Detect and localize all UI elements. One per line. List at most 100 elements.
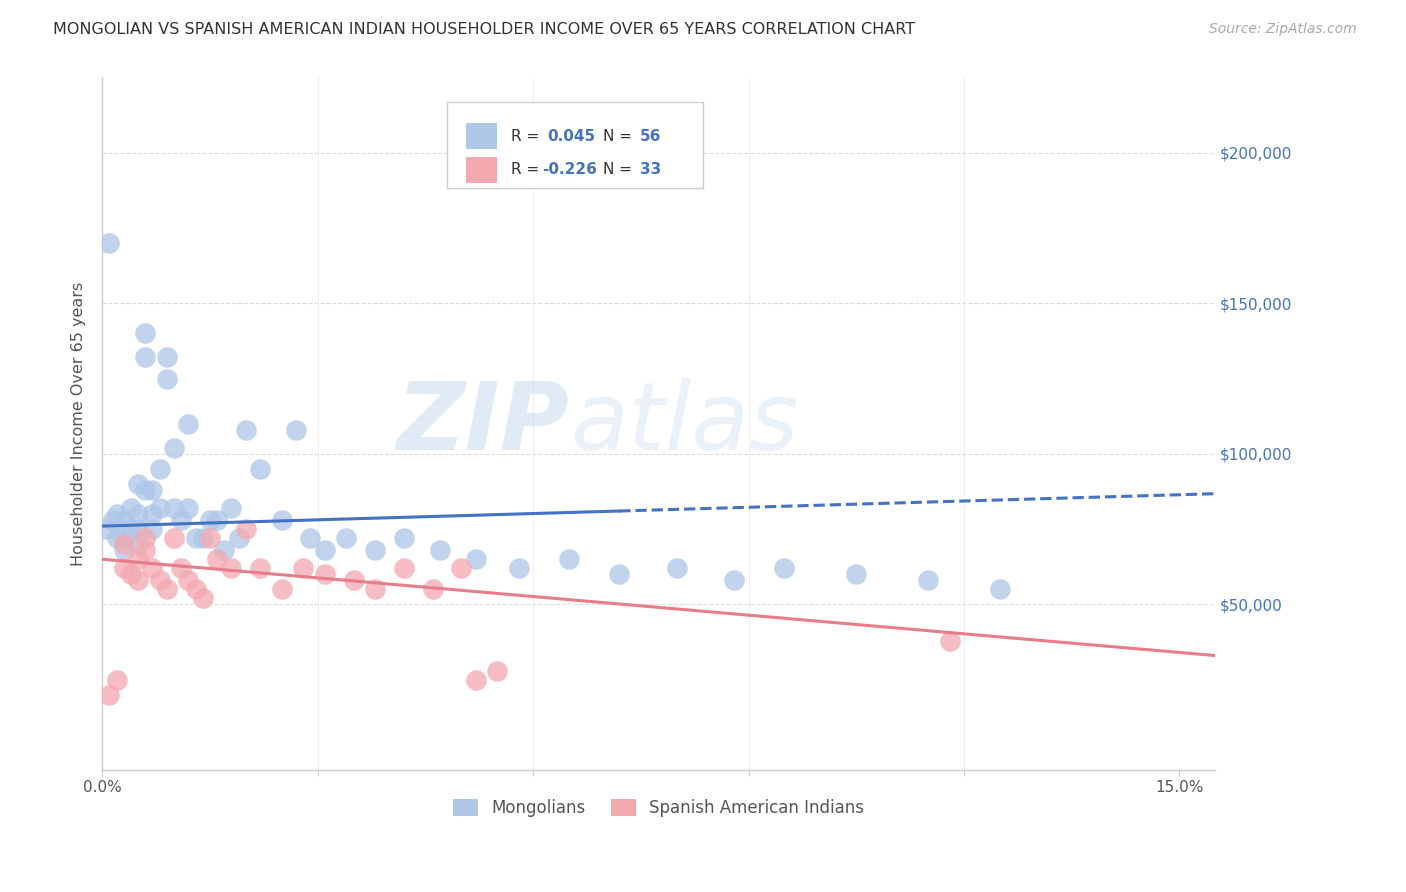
Point	[149, 574, 172, 588]
Point	[249, 462, 271, 476]
Point	[392, 561, 415, 575]
Point	[335, 531, 357, 545]
FancyBboxPatch shape	[467, 123, 498, 150]
Point	[314, 567, 336, 582]
Point	[221, 501, 243, 516]
Point	[917, 574, 939, 588]
Point	[156, 351, 179, 365]
Point	[845, 567, 868, 582]
Point	[134, 351, 156, 365]
Point	[149, 501, 172, 516]
Point	[464, 673, 486, 687]
Point	[723, 574, 745, 588]
Point	[134, 543, 156, 558]
Point	[508, 561, 530, 575]
Y-axis label: Householder Income Over 65 years: Householder Income Over 65 years	[72, 282, 86, 566]
Point	[112, 543, 135, 558]
Text: MONGOLIAN VS SPANISH AMERICAN INDIAN HOUSEHOLDER INCOME OVER 65 YEARS CORRELATIO: MONGOLIAN VS SPANISH AMERICAN INDIAN HOU…	[53, 22, 915, 37]
Point	[120, 501, 142, 516]
Point	[938, 633, 960, 648]
Point	[112, 537, 135, 551]
Point	[270, 582, 292, 597]
Point	[205, 552, 228, 566]
Point	[486, 664, 509, 678]
Point	[112, 531, 135, 545]
Point	[141, 507, 163, 521]
Point	[141, 483, 163, 497]
Legend: Mongolians, Spanish American Indians: Mongolians, Spanish American Indians	[447, 792, 870, 824]
Point	[235, 423, 257, 437]
Point	[184, 582, 207, 597]
Point	[292, 561, 315, 575]
Point	[170, 561, 193, 575]
Point	[163, 501, 186, 516]
Point	[773, 561, 796, 575]
Point	[235, 522, 257, 536]
Point	[134, 531, 156, 545]
Point	[127, 522, 149, 536]
Point	[342, 574, 364, 588]
Text: 56: 56	[640, 128, 661, 144]
Text: ZIP: ZIP	[396, 377, 569, 470]
Point	[314, 543, 336, 558]
Point	[285, 423, 308, 437]
Point	[127, 537, 149, 551]
Point	[364, 543, 387, 558]
Text: Source: ZipAtlas.com: Source: ZipAtlas.com	[1209, 22, 1357, 37]
Point	[141, 522, 163, 536]
Point	[270, 513, 292, 527]
Point	[170, 513, 193, 527]
Point	[134, 326, 156, 341]
Point	[422, 582, 444, 597]
Point	[607, 567, 630, 582]
Point	[392, 531, 415, 545]
Point	[364, 582, 387, 597]
Point	[141, 561, 163, 575]
Text: 0.045: 0.045	[547, 128, 596, 144]
Point	[149, 462, 172, 476]
Point	[163, 441, 186, 455]
Point	[94, 522, 117, 536]
Point	[464, 552, 486, 566]
Text: 33: 33	[640, 162, 661, 178]
Text: atlas: atlas	[569, 378, 799, 469]
Point	[184, 531, 207, 545]
Text: -0.226: -0.226	[541, 162, 596, 178]
Point	[105, 507, 128, 521]
Point	[221, 561, 243, 575]
Point	[163, 531, 186, 545]
Text: N =: N =	[603, 162, 633, 178]
FancyBboxPatch shape	[447, 102, 703, 188]
Point	[127, 574, 149, 588]
Point	[450, 561, 472, 575]
Point	[429, 543, 451, 558]
Point	[98, 688, 121, 702]
Point	[198, 531, 221, 545]
Point	[112, 513, 135, 527]
Point	[191, 531, 214, 545]
Point	[105, 673, 128, 687]
Point	[198, 513, 221, 527]
Point	[105, 531, 128, 545]
Point	[214, 543, 236, 558]
Point	[156, 371, 179, 385]
Point	[127, 507, 149, 521]
Point	[120, 567, 142, 582]
FancyBboxPatch shape	[467, 157, 498, 183]
Point	[112, 561, 135, 575]
Point	[177, 417, 200, 431]
Point	[127, 552, 149, 566]
Point	[177, 574, 200, 588]
Point	[177, 501, 200, 516]
Point	[299, 531, 322, 545]
Point	[205, 513, 228, 527]
Point	[127, 477, 149, 491]
Text: N =: N =	[603, 128, 633, 144]
Text: R =: R =	[510, 128, 538, 144]
Point	[665, 561, 688, 575]
Point	[558, 552, 581, 566]
Point	[988, 582, 1011, 597]
Point	[249, 561, 271, 575]
Point	[120, 522, 142, 536]
Point	[228, 531, 250, 545]
